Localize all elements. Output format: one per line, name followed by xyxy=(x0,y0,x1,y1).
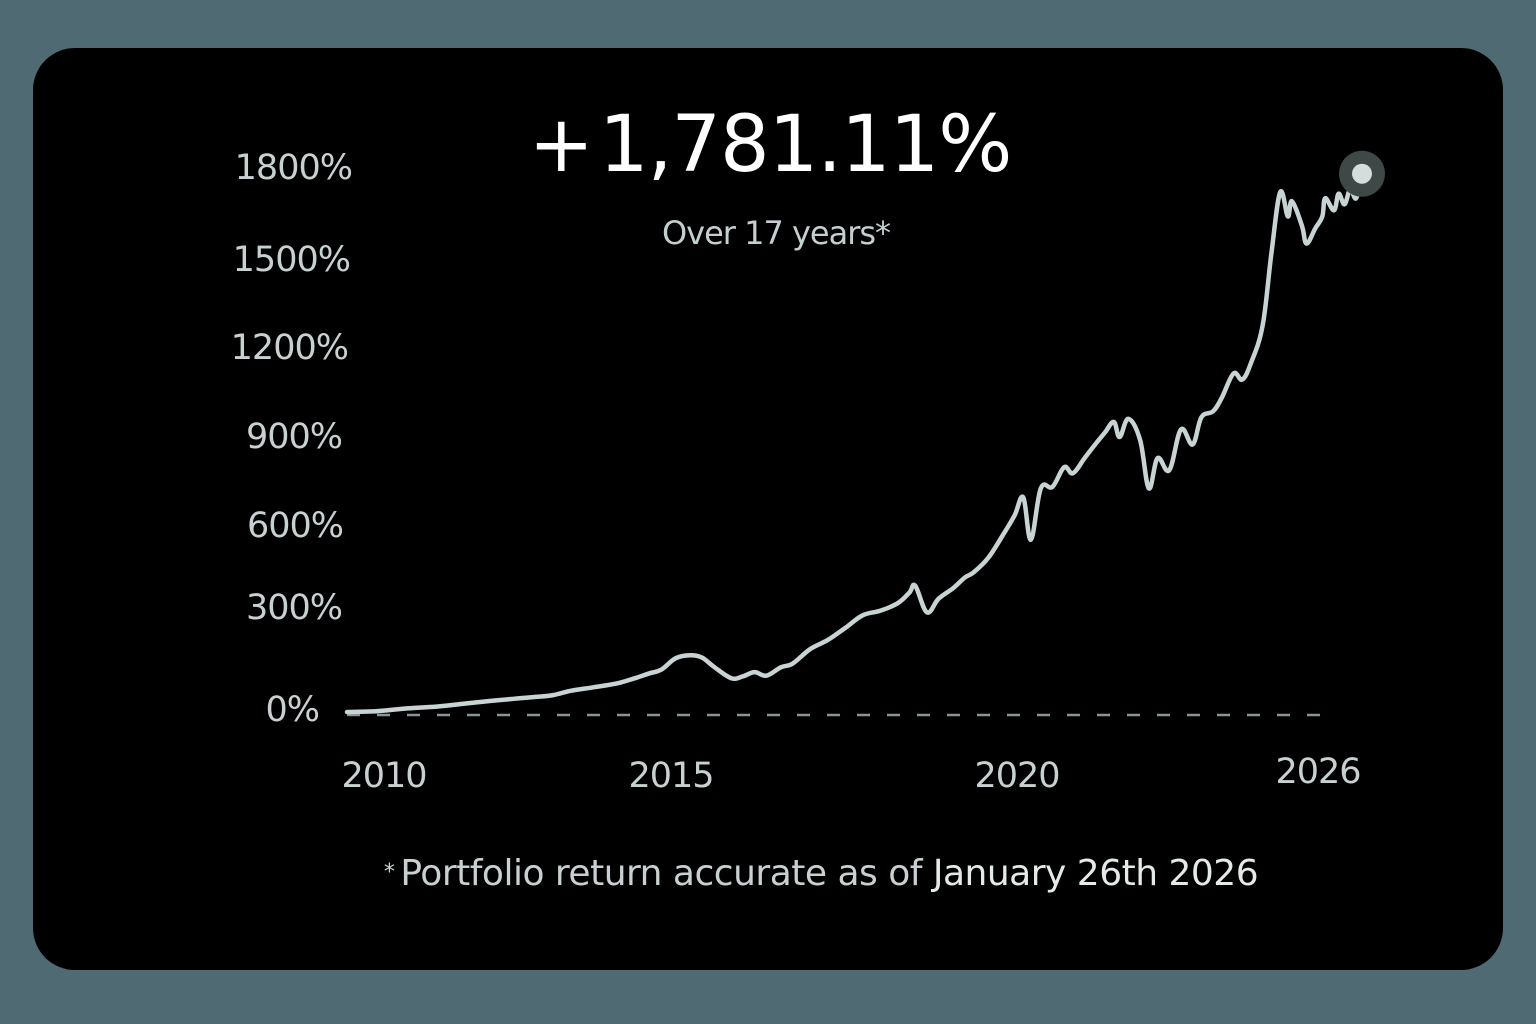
y-tick-label: 1500% xyxy=(232,240,351,280)
y-tick-label: 900% xyxy=(245,417,343,457)
footnote-date: January 26th 2026 xyxy=(932,853,1259,894)
x-tick-label: 2026 xyxy=(1275,752,1361,792)
y-tick-label: 600% xyxy=(246,506,344,546)
y-tick-label: 300% xyxy=(245,588,343,628)
period-subtitle: Over 17 years* xyxy=(661,214,891,252)
y-tick-label: 1800% xyxy=(234,148,353,188)
current-value-marker[interactable] xyxy=(1352,163,1372,184)
footnote-asterisk: * xyxy=(383,860,395,885)
performance-card xyxy=(33,48,1503,970)
portfolio-return-line xyxy=(344,171,1365,715)
footnote-text: Portfolio return accurate as of xyxy=(400,853,933,894)
return-sign: + xyxy=(528,100,594,190)
y-tick-label: 0% xyxy=(265,690,320,730)
return-value: 1,781.11% xyxy=(598,100,1012,190)
x-tick-label: 2015 xyxy=(628,756,714,796)
total-return-headline: +1,781.11% xyxy=(0,100,1536,190)
x-tick-label: 2020 xyxy=(974,756,1060,796)
y-tick-label: 1200% xyxy=(230,328,349,368)
x-tick-label: 2010 xyxy=(341,756,427,796)
footnote: * Portfolio return accurate as of January… xyxy=(0,853,1536,894)
